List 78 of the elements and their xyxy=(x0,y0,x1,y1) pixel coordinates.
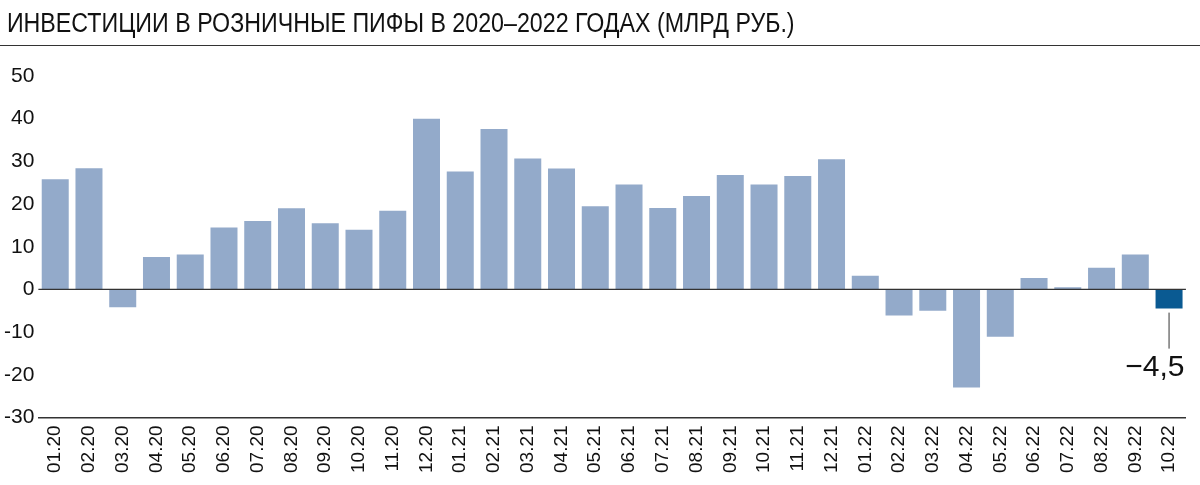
x-tick-label: 03.22 xyxy=(921,425,943,473)
x-tick-label: 06.20 xyxy=(212,425,234,473)
x-tick-label: 09.20 xyxy=(313,425,335,473)
x-tick-label: 10.21 xyxy=(752,425,774,473)
bar xyxy=(818,159,846,290)
bar xyxy=(1155,289,1183,309)
x-tick-label: 12.21 xyxy=(819,425,841,473)
bar xyxy=(986,289,1014,337)
x-tick-label: 06.22 xyxy=(1022,425,1044,473)
x-tick-label: 03.20 xyxy=(110,425,132,473)
bar xyxy=(277,208,305,290)
x-tick-label: 11.21 xyxy=(786,425,808,472)
x-tick-label: 01.22 xyxy=(853,425,875,473)
bar xyxy=(548,168,576,290)
bar xyxy=(142,256,170,290)
bar xyxy=(750,184,778,290)
bar xyxy=(514,158,542,290)
bar xyxy=(210,227,238,290)
bar xyxy=(379,210,407,290)
y-tick-label: -10 xyxy=(3,318,35,342)
chart-title: ИНВЕСТИЦИИ В РОЗНИЧНЫЕ ПИФЫ В 2020–2022 ГОДАХ (МЛРД РУБ.) xyxy=(0,0,1200,46)
bar xyxy=(581,206,609,290)
bar xyxy=(345,229,373,290)
x-tick-label: 10.20 xyxy=(347,425,369,473)
x-tick-label: 02.21 xyxy=(482,425,504,473)
bar xyxy=(683,195,711,290)
x-tick-label: 08.21 xyxy=(684,425,706,473)
x-tick-label: 08.20 xyxy=(279,425,301,473)
x-tick-label: 01.20 xyxy=(43,425,65,473)
bar xyxy=(716,175,744,290)
bar xyxy=(413,118,440,290)
bar xyxy=(885,289,913,316)
y-tick-label: 50 xyxy=(10,62,35,86)
y-tick-label: -20 xyxy=(3,361,35,385)
x-tick-label: 12.20 xyxy=(414,425,436,473)
x-tick-label: 07.22 xyxy=(1056,425,1078,473)
x-tick-label: 05.21 xyxy=(583,425,605,473)
x-tick-label: 03.21 xyxy=(515,425,537,473)
bar xyxy=(1121,254,1149,290)
bar xyxy=(953,289,981,388)
x-tick-label: 04.21 xyxy=(549,425,571,473)
bar xyxy=(244,221,272,290)
x-tick-label: 05.20 xyxy=(178,425,200,473)
x-tick-label: 04.22 xyxy=(954,425,976,473)
x-tick-label: 04.20 xyxy=(144,425,166,473)
x-tick-label: 11.20 xyxy=(380,425,402,472)
y-tick-label: 10 xyxy=(10,233,35,257)
bar xyxy=(1088,267,1116,290)
bar xyxy=(446,171,474,290)
bar xyxy=(1020,277,1048,290)
x-tick-label: 01.21 xyxy=(448,425,470,473)
x-tick-label: 07.20 xyxy=(245,425,267,473)
bar xyxy=(480,128,508,290)
y-tick-label: 0 xyxy=(22,276,35,300)
bar xyxy=(919,289,947,311)
bar xyxy=(311,223,339,290)
bar xyxy=(649,207,677,290)
x-tick-label: 07.21 xyxy=(651,425,672,473)
y-tick-label: -30 xyxy=(3,404,35,428)
y-tick-label: 30 xyxy=(10,148,35,172)
x-tick-label: 06.21 xyxy=(617,425,639,473)
data-label: −4,5 xyxy=(1125,348,1185,382)
x-tick-label: 09.21 xyxy=(718,425,740,473)
x-tick-label: 02.20 xyxy=(77,425,99,473)
y-tick-label: 40 xyxy=(10,105,35,129)
bar xyxy=(851,275,879,290)
bar xyxy=(176,254,204,290)
bar xyxy=(41,179,69,290)
x-tick-label: 08.22 xyxy=(1089,425,1111,473)
y-tick-label: 20 xyxy=(10,190,35,214)
x-tick-label: 09.22 xyxy=(1123,425,1145,473)
x-tick-label: 05.22 xyxy=(988,425,1010,473)
bar xyxy=(615,184,643,290)
x-tick-label: 10.22 xyxy=(1157,425,1179,473)
x-tick-label: 02.22 xyxy=(887,425,909,473)
bar xyxy=(109,289,137,308)
bar xyxy=(784,175,812,290)
bar xyxy=(75,168,103,290)
